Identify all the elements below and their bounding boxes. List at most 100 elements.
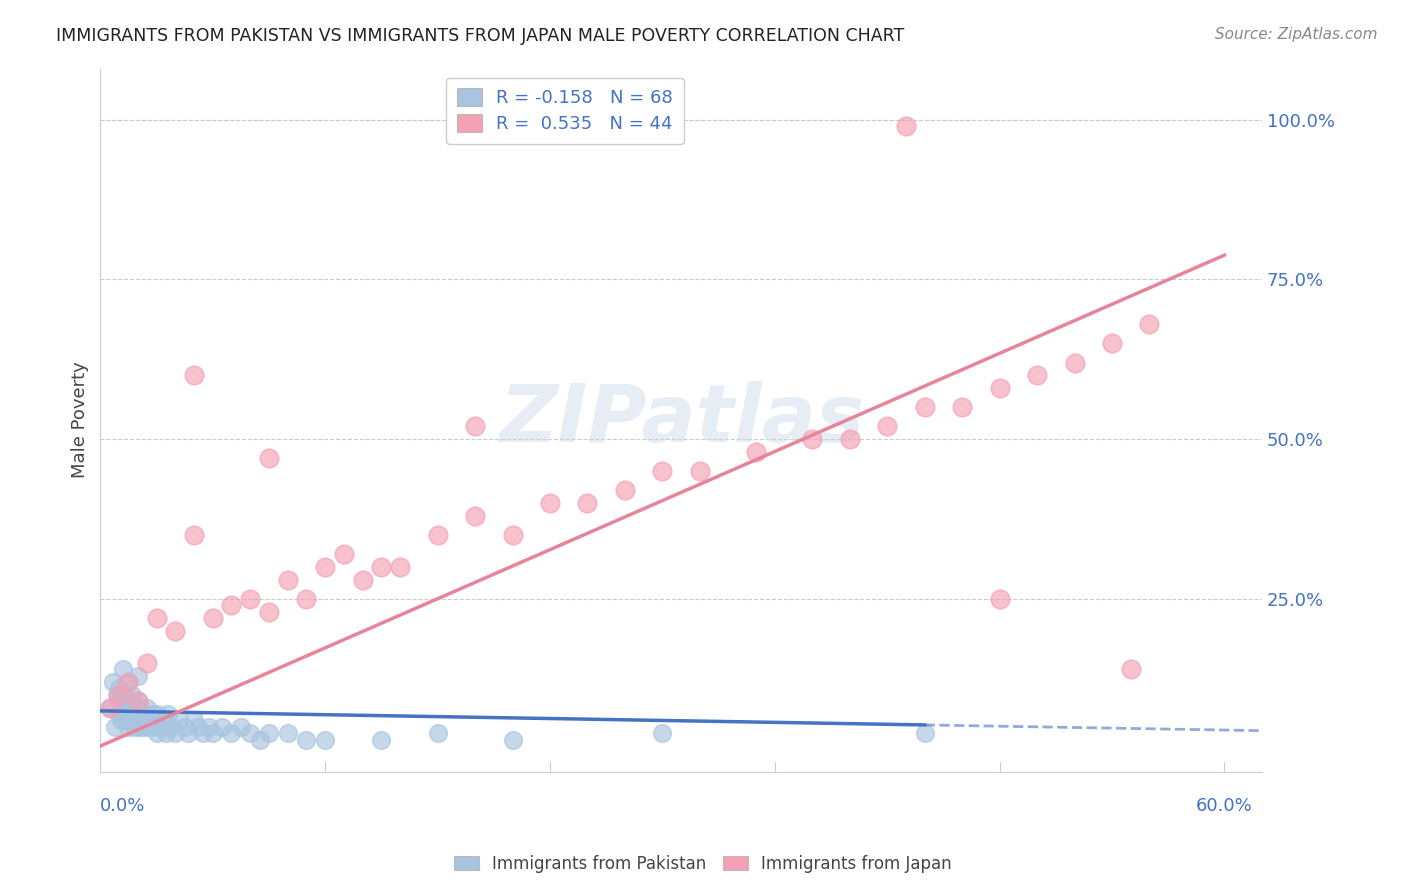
Point (333, 547, 356, 561)
Point (1026, 368, 1049, 383)
Point (988, 381, 1011, 395)
Point (98, 700, 121, 714)
Point (117, 675, 139, 690)
Point (131, 707, 153, 722)
Point (117, 675, 139, 690)
Point (277, 726, 299, 740)
Point (1101, 336, 1123, 351)
Point (894, 119, 917, 133)
Point (111, 700, 134, 714)
Point (155, 726, 177, 740)
Point (277, 573, 299, 587)
Point (114, 707, 136, 722)
Text: IMMIGRANTS FROM PAKISTAN VS IMMIGRANTS FROM JAPAN MALE POVERTY CORRELATION CHART: IMMIGRANTS FROM PAKISTAN VS IMMIGRANTS F… (56, 27, 904, 45)
Point (136, 720, 159, 734)
Point (239, 592, 262, 607)
Y-axis label: Male Poverty: Male Poverty (72, 361, 89, 478)
Point (131, 720, 153, 734)
Point (239, 726, 262, 740)
Point (689, 464, 711, 478)
Point (370, 732, 392, 747)
Point (198, 720, 221, 734)
Point (201, 726, 224, 740)
Point (183, 528, 205, 542)
Point (120, 694, 142, 708)
Legend: R = -0.158   N = 68, R =  0.535   N = 44: R = -0.158 N = 68, R = 0.535 N = 44 (446, 78, 685, 144)
Point (127, 720, 149, 734)
Point (160, 720, 183, 734)
Point (229, 720, 252, 734)
Point (139, 720, 162, 734)
Point (121, 714, 143, 728)
Point (121, 688, 143, 702)
Point (122, 700, 145, 714)
Point (295, 592, 318, 607)
Point (127, 669, 149, 683)
Point (156, 707, 179, 722)
Point (128, 700, 150, 714)
Point (117, 720, 139, 734)
Point (127, 694, 149, 708)
Text: Source: ZipAtlas.com: Source: ZipAtlas.com (1215, 27, 1378, 42)
Point (187, 720, 209, 734)
Point (149, 720, 172, 734)
Point (132, 714, 155, 728)
Point (138, 714, 160, 728)
Point (111, 662, 134, 676)
Text: 60.0%: 60.0% (1197, 797, 1253, 815)
Point (136, 656, 159, 670)
Point (314, 732, 336, 747)
Point (105, 688, 128, 702)
Text: ZIPatlas: ZIPatlas (499, 381, 863, 459)
Legend: Immigrants from Pakistan, Immigrants from Japan: Immigrants from Pakistan, Immigrants fro… (447, 848, 959, 880)
Point (221, 599, 243, 613)
Point (295, 732, 318, 747)
Text: 0.0%: 0.0% (100, 797, 146, 815)
Point (177, 726, 200, 740)
Point (221, 726, 243, 740)
Point (502, 732, 524, 747)
Point (145, 707, 167, 722)
Point (950, 401, 973, 415)
Point (103, 675, 125, 690)
Point (108, 681, 131, 696)
Point (127, 694, 149, 708)
Point (914, 726, 936, 740)
Point (257, 726, 280, 740)
Point (988, 592, 1011, 607)
Point (876, 419, 898, 434)
Point (257, 451, 280, 466)
Point (128, 714, 150, 728)
Point (193, 726, 215, 740)
Point (136, 700, 159, 714)
Point (108, 694, 131, 708)
Point (122, 720, 145, 734)
Point (165, 726, 187, 740)
Point (201, 611, 224, 625)
Point (745, 445, 768, 459)
Point (108, 707, 131, 722)
Point (838, 432, 860, 446)
Point (538, 496, 561, 510)
Point (249, 732, 271, 747)
Point (1139, 317, 1161, 331)
Point (576, 496, 599, 510)
Point (613, 483, 636, 498)
Point (801, 432, 824, 446)
Point (370, 560, 392, 574)
Point (502, 528, 524, 542)
Point (211, 720, 233, 734)
Point (142, 707, 165, 722)
Point (314, 560, 336, 574)
Point (1063, 355, 1085, 369)
Point (352, 573, 374, 587)
Point (165, 624, 187, 638)
Point (1119, 662, 1142, 676)
Point (914, 401, 936, 415)
Point (108, 688, 131, 702)
Point (153, 714, 176, 728)
Point (464, 508, 486, 523)
Point (115, 714, 138, 728)
Point (104, 720, 127, 734)
Point (143, 714, 166, 728)
